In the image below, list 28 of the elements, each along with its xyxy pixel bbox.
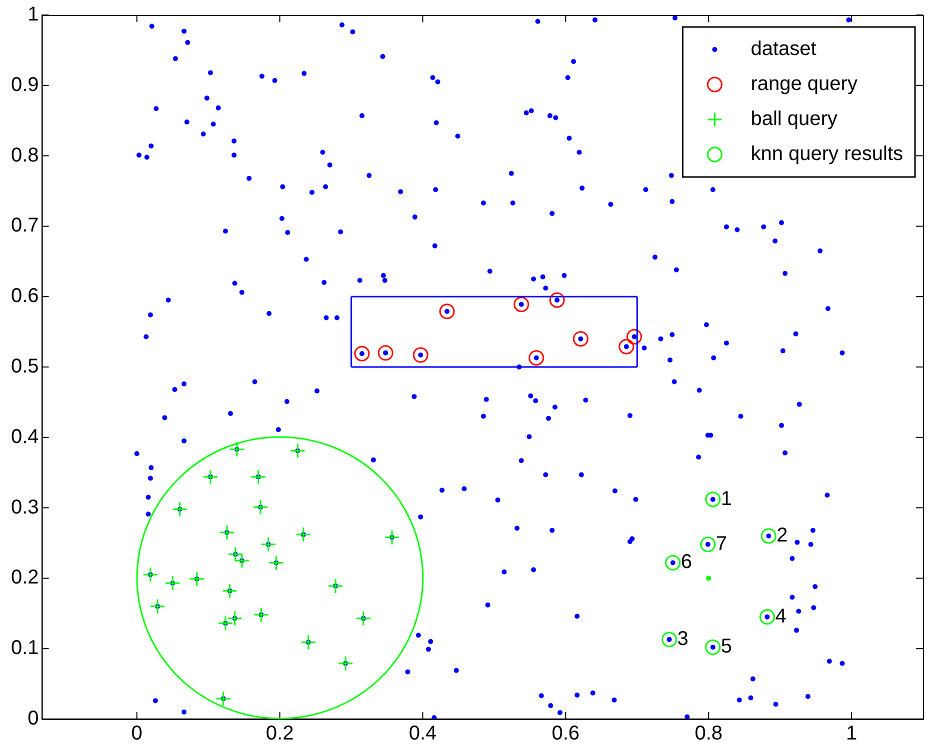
y-tick-label: 0 bbox=[28, 708, 39, 730]
y-tick-label: 1 bbox=[28, 4, 39, 26]
y-tick-label: 0.2 bbox=[10, 566, 39, 589]
y-tick-label: 0.3 bbox=[10, 496, 39, 518]
y-tick-label: 0.7 bbox=[10, 214, 39, 237]
x-tick-label: 0.2 bbox=[266, 722, 294, 745]
y-tick-label: 0.6 bbox=[10, 285, 39, 308]
y-tick-label: 0.8 bbox=[10, 144, 39, 166]
annotation: 5 bbox=[720, 636, 732, 658]
y-tick-label: 0.1 bbox=[10, 637, 39, 660]
legend-label: range query bbox=[750, 73, 858, 96]
x-tick-label: 0.6 bbox=[552, 722, 580, 745]
annotation: 1 bbox=[720, 488, 732, 510]
x-tick-label: 1 bbox=[846, 722, 858, 745]
annotation: 2 bbox=[776, 524, 788, 546]
legend-label: knn query results bbox=[750, 143, 903, 166]
y-tick-label: 0.5 bbox=[10, 356, 39, 378]
x-tick-label: 0.8 bbox=[694, 722, 723, 745]
y-tick-label: 0.9 bbox=[10, 74, 39, 96]
annotation: 3 bbox=[677, 628, 688, 650]
y-tick-label: 0.4 bbox=[10, 426, 39, 448]
x-tick-label: 0.4 bbox=[408, 722, 437, 745]
annotation: 6 bbox=[680, 551, 692, 574]
annotation: 7 bbox=[716, 532, 728, 555]
annotation: 4 bbox=[775, 605, 786, 628]
legend-label: dataset bbox=[750, 38, 817, 60]
x-tick-label: 0 bbox=[131, 722, 142, 745]
legend-label: ball query bbox=[750, 108, 838, 130]
